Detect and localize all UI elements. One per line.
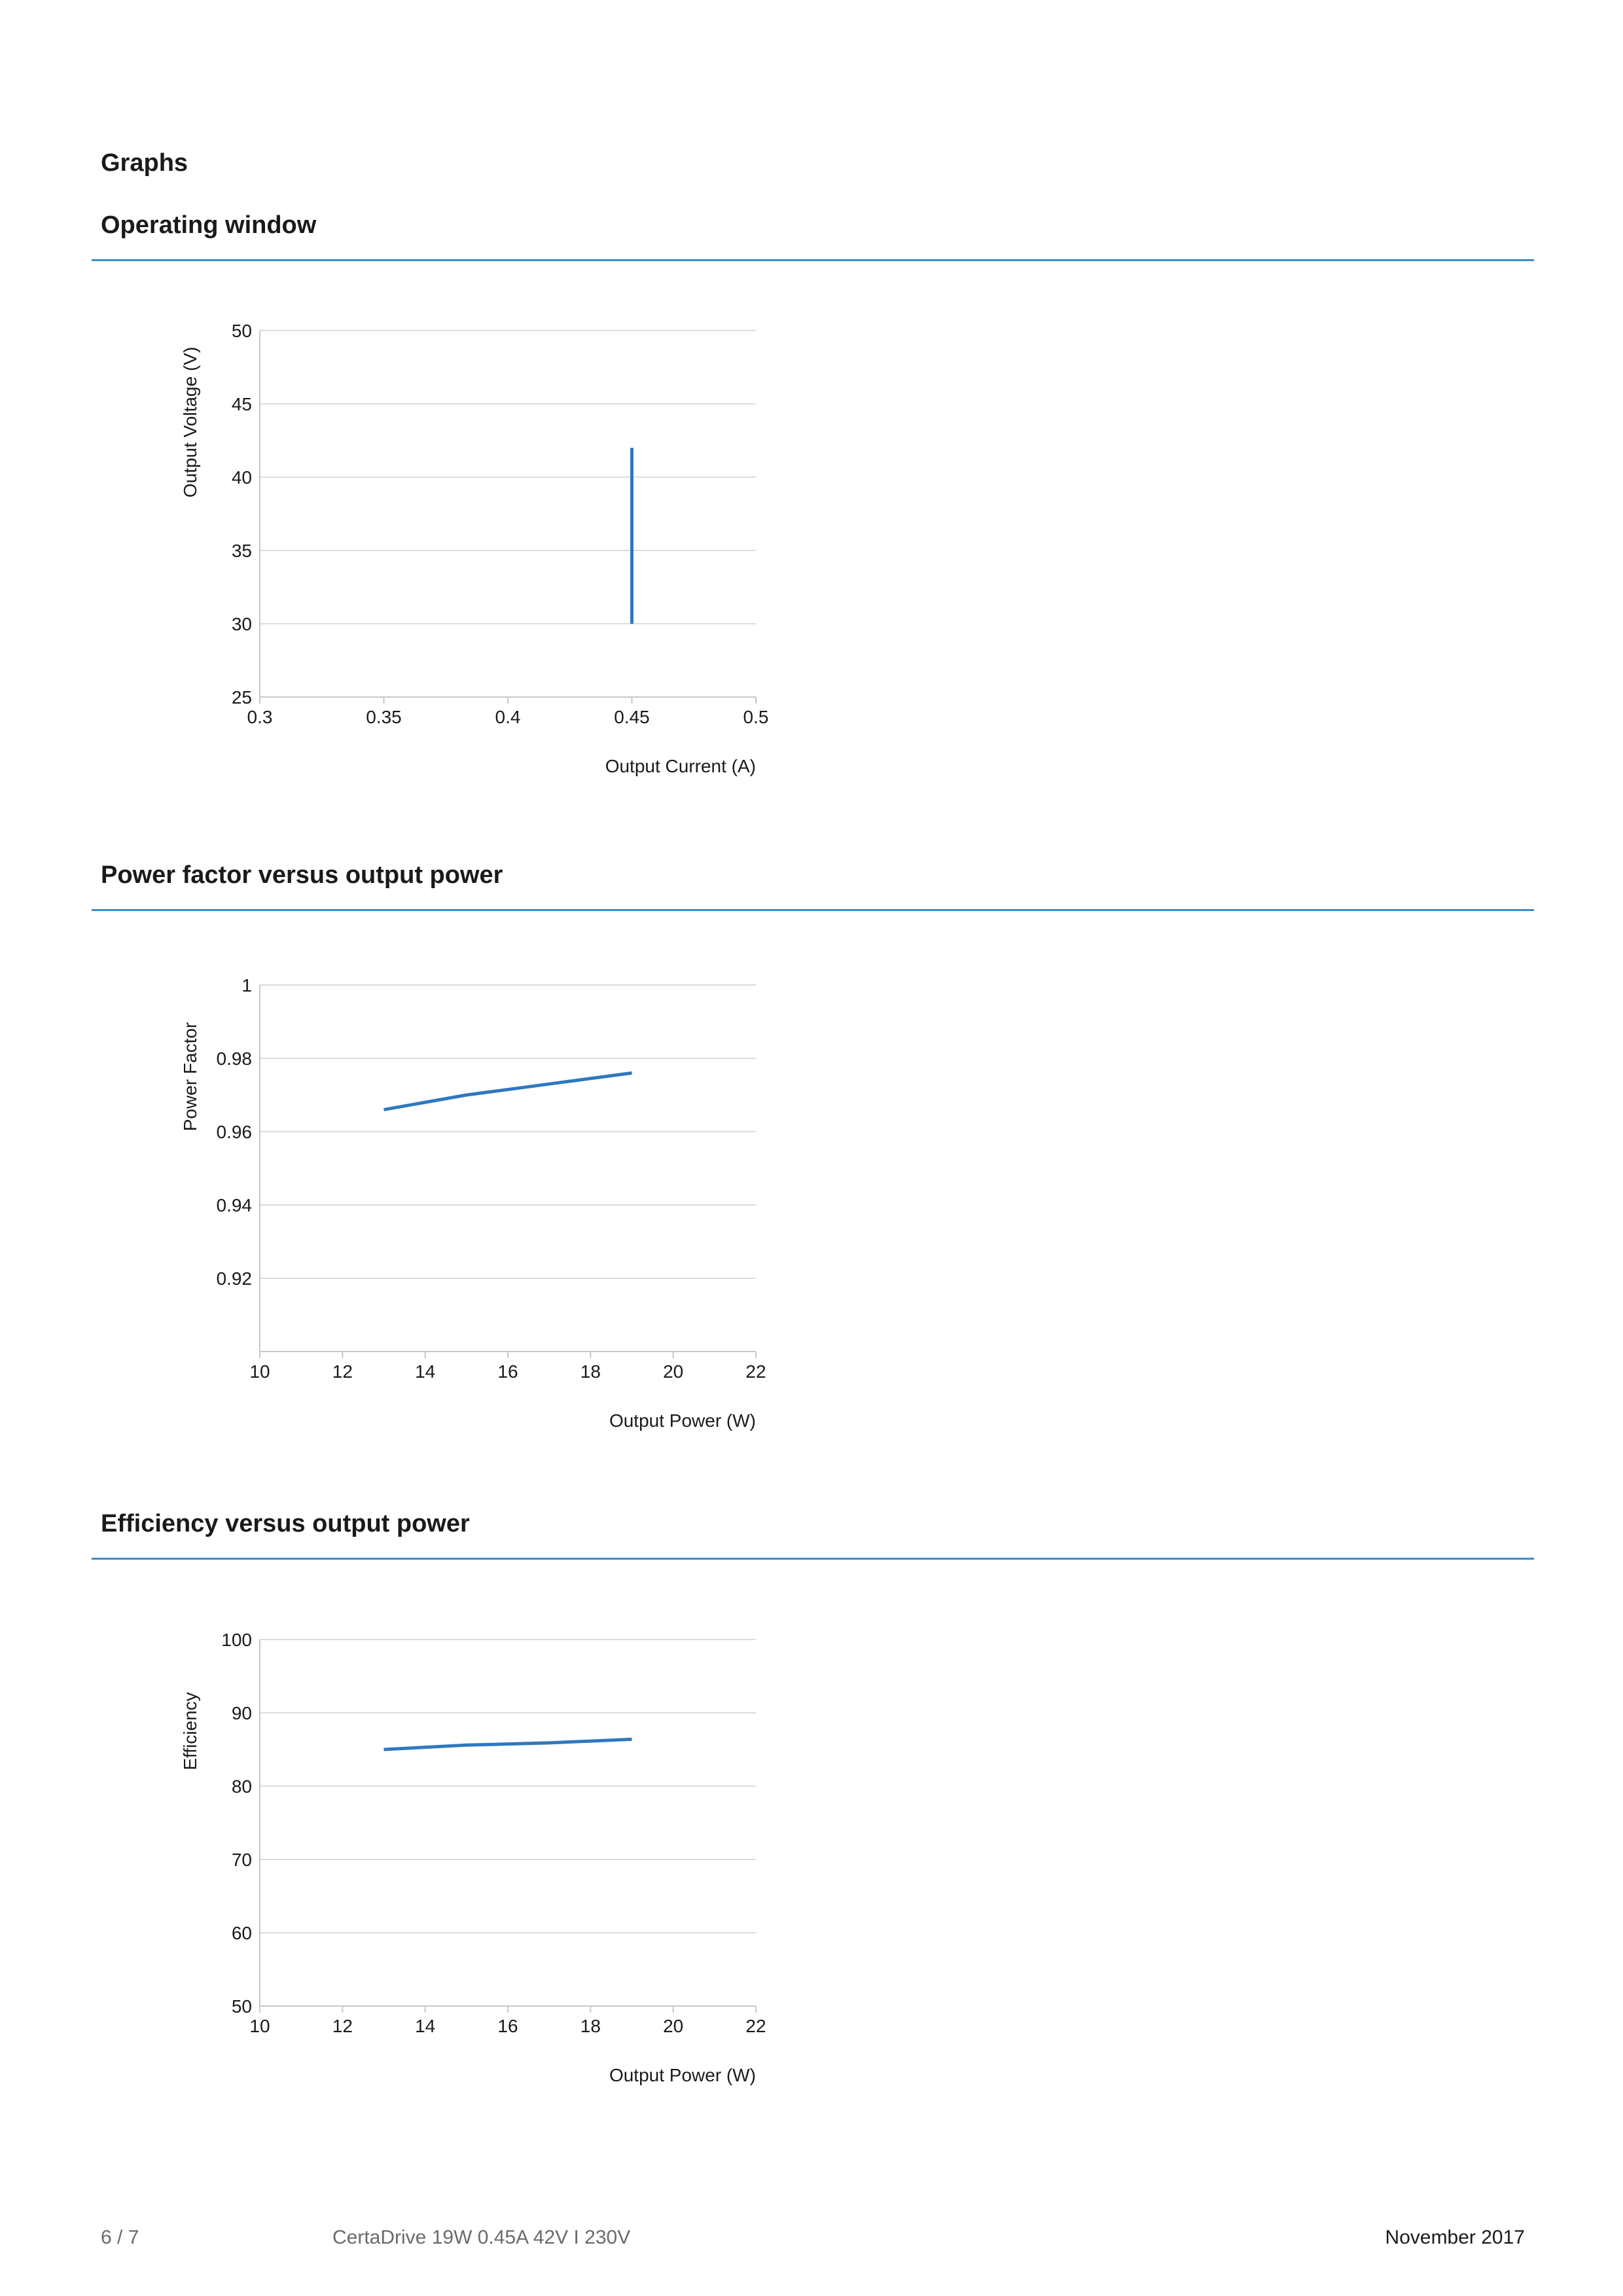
x-axis-label: Output Power (W) bbox=[609, 2065, 756, 2085]
y-tick-label: 50 bbox=[232, 1996, 252, 2017]
power-factor-chart: 0.92 0.94 0.96 0.98 1 10 12 14 16 18 20 22 Output Po… bbox=[180, 975, 766, 1431]
x-tick-label: 20 bbox=[663, 2016, 683, 2036]
x-tick-label: 22 bbox=[745, 2016, 766, 2036]
y-tick-label: 30 bbox=[232, 614, 252, 634]
x-tick-label: 10 bbox=[249, 2016, 270, 2036]
y-tick-label: 0.94 bbox=[217, 1195, 253, 1215]
x-tick-label: 14 bbox=[415, 2016, 435, 2036]
x-tick-label: 0.35 bbox=[366, 707, 402, 727]
footer-page-number: 6 / 7 bbox=[101, 2227, 139, 2248]
y-axis-label: Efficiency bbox=[180, 1692, 200, 1770]
footer-date: November 2017 bbox=[1385, 2227, 1525, 2248]
series-line bbox=[383, 1737, 632, 1751]
x-tick-label: 0.5 bbox=[743, 707, 769, 727]
x-tick-label: 12 bbox=[332, 2016, 353, 2036]
efficiency-chart: 50 60 70 80 90 100 10 12 14 16 18 20 22 Output Power … bbox=[180, 1630, 766, 2085]
x-tick-label: 18 bbox=[580, 2016, 601, 2036]
y-tick-label: 45 bbox=[232, 394, 252, 414]
x-tick-label: 0.45 bbox=[614, 707, 650, 727]
y-tick-label: 1 bbox=[241, 975, 252, 996]
x-axis-label: Output Current (A) bbox=[605, 756, 756, 776]
x-tick-label: 18 bbox=[580, 1361, 601, 1382]
footer-product: CertaDrive 19W 0.45A 42V I 230V bbox=[332, 2227, 631, 2248]
x-tick-label: 0.4 bbox=[495, 707, 521, 727]
section-divider bbox=[92, 1558, 1534, 1560]
section-title-power-factor: Power factor versus output power bbox=[101, 861, 503, 889]
section-divider bbox=[92, 909, 1534, 911]
section-title-efficiency: Efficiency versus output power bbox=[101, 1510, 470, 1537]
operating-window-chart: 25 30 35 40 45 50 0.3 0.35 0.4 0.45 0.5 Output Curr… bbox=[180, 321, 769, 776]
x-axis-label: Output Power (W) bbox=[609, 1410, 756, 1431]
x-tick-label: 16 bbox=[497, 2016, 518, 2036]
y-tick-label: 0.96 bbox=[217, 1122, 253, 1142]
x-tick-label: 10 bbox=[249, 1361, 270, 1382]
x-tick-label: 20 bbox=[663, 1361, 683, 1382]
x-tick-label: 0.3 bbox=[247, 707, 273, 727]
y-tick-label: 80 bbox=[232, 1776, 252, 1797]
section-divider bbox=[92, 259, 1534, 261]
y-tick-label: 50 bbox=[232, 321, 252, 341]
y-tick-label: 100 bbox=[221, 1630, 252, 1650]
y-axis-label: Power Factor bbox=[180, 1022, 200, 1132]
series-line bbox=[383, 1071, 632, 1111]
y-tick-label: 0.98 bbox=[217, 1049, 253, 1069]
y-tick-label: 35 bbox=[232, 541, 252, 561]
x-tick-label: 16 bbox=[497, 1361, 518, 1382]
x-tick-label: 12 bbox=[332, 1361, 353, 1382]
page-heading: Graphs bbox=[101, 149, 188, 177]
x-tick-label: 14 bbox=[415, 1361, 435, 1382]
y-tick-label: 0.92 bbox=[217, 1268, 253, 1289]
y-tick-label: 70 bbox=[232, 1850, 252, 1870]
y-axis-label: Output Voltage (V) bbox=[180, 347, 200, 497]
y-tick-label: 25 bbox=[232, 687, 252, 708]
x-tick-label: 22 bbox=[745, 1361, 766, 1382]
y-tick-label: 90 bbox=[232, 1703, 252, 1723]
y-tick-label: 40 bbox=[232, 467, 252, 488]
section-title-operating-window: Operating window bbox=[101, 211, 317, 239]
y-tick-label: 60 bbox=[232, 1923, 252, 1943]
